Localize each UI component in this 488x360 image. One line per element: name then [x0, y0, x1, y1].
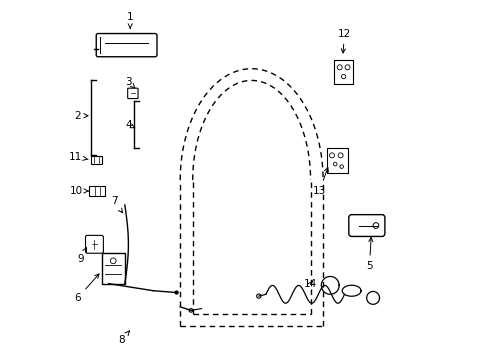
FancyBboxPatch shape	[85, 235, 103, 253]
Circle shape	[175, 291, 178, 294]
Text: 13: 13	[312, 167, 328, 196]
Text: 3: 3	[125, 77, 135, 88]
Text: 7: 7	[111, 197, 122, 213]
Text: 9: 9	[78, 248, 86, 264]
Text: 10: 10	[69, 186, 88, 196]
FancyBboxPatch shape	[348, 215, 384, 237]
FancyBboxPatch shape	[96, 33, 157, 57]
Bar	[91, 156, 102, 164]
Bar	[333, 60, 353, 84]
Text: 6: 6	[74, 274, 99, 303]
Text: 12: 12	[337, 28, 350, 53]
Text: 11: 11	[69, 152, 88, 162]
Bar	[326, 148, 347, 173]
Text: 5: 5	[366, 238, 372, 271]
Text: 14: 14	[304, 279, 317, 289]
Text: 8: 8	[118, 331, 129, 345]
Bar	[102, 253, 124, 284]
Text: 1: 1	[126, 13, 133, 28]
Bar	[89, 186, 105, 196]
Text: 2: 2	[74, 111, 88, 121]
FancyBboxPatch shape	[127, 88, 138, 99]
Text: 4: 4	[125, 120, 135, 130]
